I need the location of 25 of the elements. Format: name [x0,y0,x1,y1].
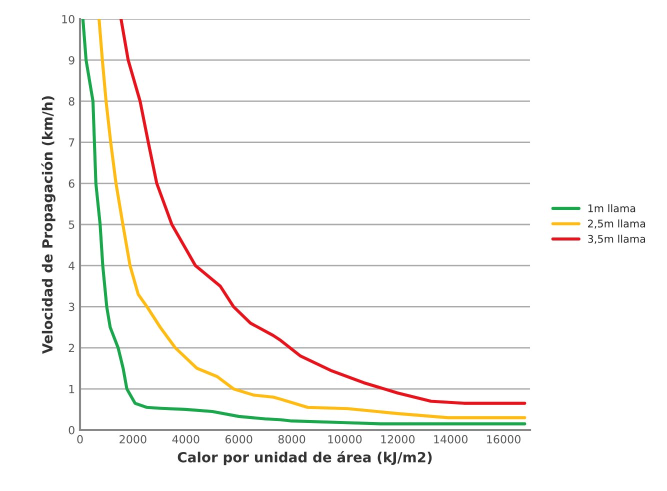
x-tick-label: 10000 [328,435,362,444]
y-tick-label: 3 [68,302,74,312]
y-tick-label: 5 [68,220,74,229]
x-tick-label: 16000 [487,435,520,444]
y-tick-label: 1 [69,385,74,394]
x-tick-label: 0 [77,435,83,444]
y-tick-label: 8 [68,97,74,106]
x-tick-label: 12000 [381,435,415,444]
legend-label: 3,5m llama [588,234,646,244]
y-tick-label: 0 [68,426,74,434]
y-tick-label: 4 [68,262,75,270]
x-axis-title: Calor por unidad de área (kJ/m2) [178,451,432,466]
y-tick-label: 7 [68,138,74,147]
y-tick-label: 6 [68,179,74,188]
y-tick-label: 10 [62,14,74,24]
y-tick-label: 9 [68,56,74,64]
x-tick-label: 6000 [225,435,252,444]
x-tick-label: 4000 [172,435,200,444]
legend-label: 1m llama [588,204,636,212]
x-tick-label: 2000 [120,435,146,444]
x-tick-label: 14000 [434,435,468,444]
x-tick-label: 8000 [278,435,306,444]
legend-label: 2,5m llama [588,219,646,229]
y-tick-label: 2 [68,344,74,352]
y-axis-title: Velocidad de Propagación (km/h) [41,96,56,354]
